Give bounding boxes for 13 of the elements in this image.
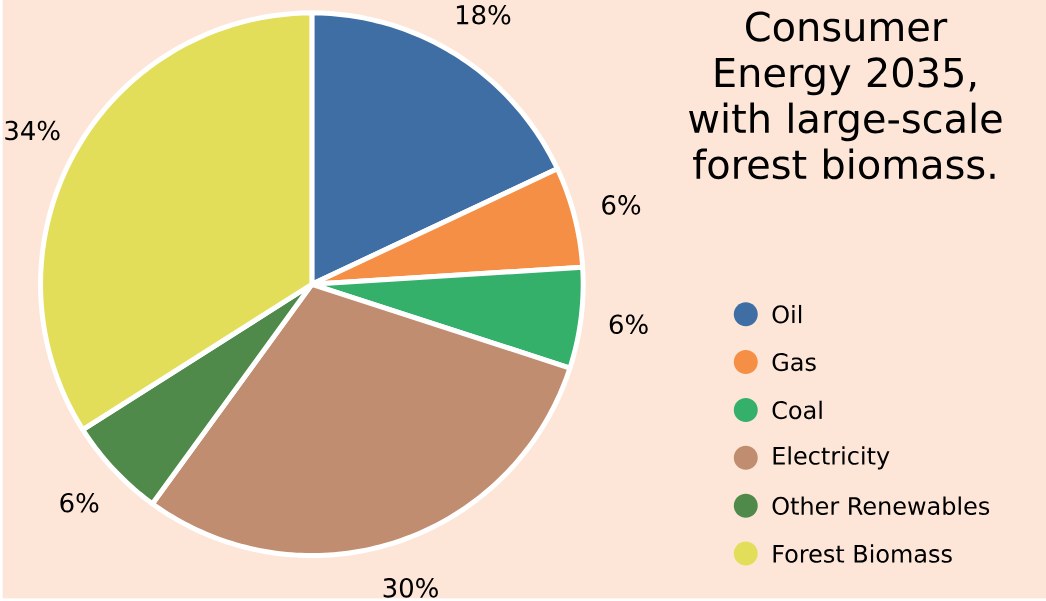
data-label: 6% bbox=[609, 314, 648, 335]
legend-label: Oil bbox=[772, 304, 802, 324]
legend-label: Forest Biomass bbox=[773, 544, 952, 563]
legend-label: Gas bbox=[772, 353, 816, 372]
data-label: 6% bbox=[602, 195, 641, 215]
text: Consumer Energy 2035, with large-scale forest biomass. bbox=[689, 11, 1002, 180]
legend-label: Coal bbox=[772, 400, 822, 420]
data-label: 6% bbox=[60, 492, 99, 513]
legend-label: Other Renewables bbox=[772, 496, 990, 515]
data-label: 18% bbox=[456, 4, 511, 25]
data-label: 34% bbox=[5, 120, 60, 141]
data-label: 30% bbox=[383, 578, 438, 598]
legend-label: Electricity bbox=[773, 446, 890, 470]
